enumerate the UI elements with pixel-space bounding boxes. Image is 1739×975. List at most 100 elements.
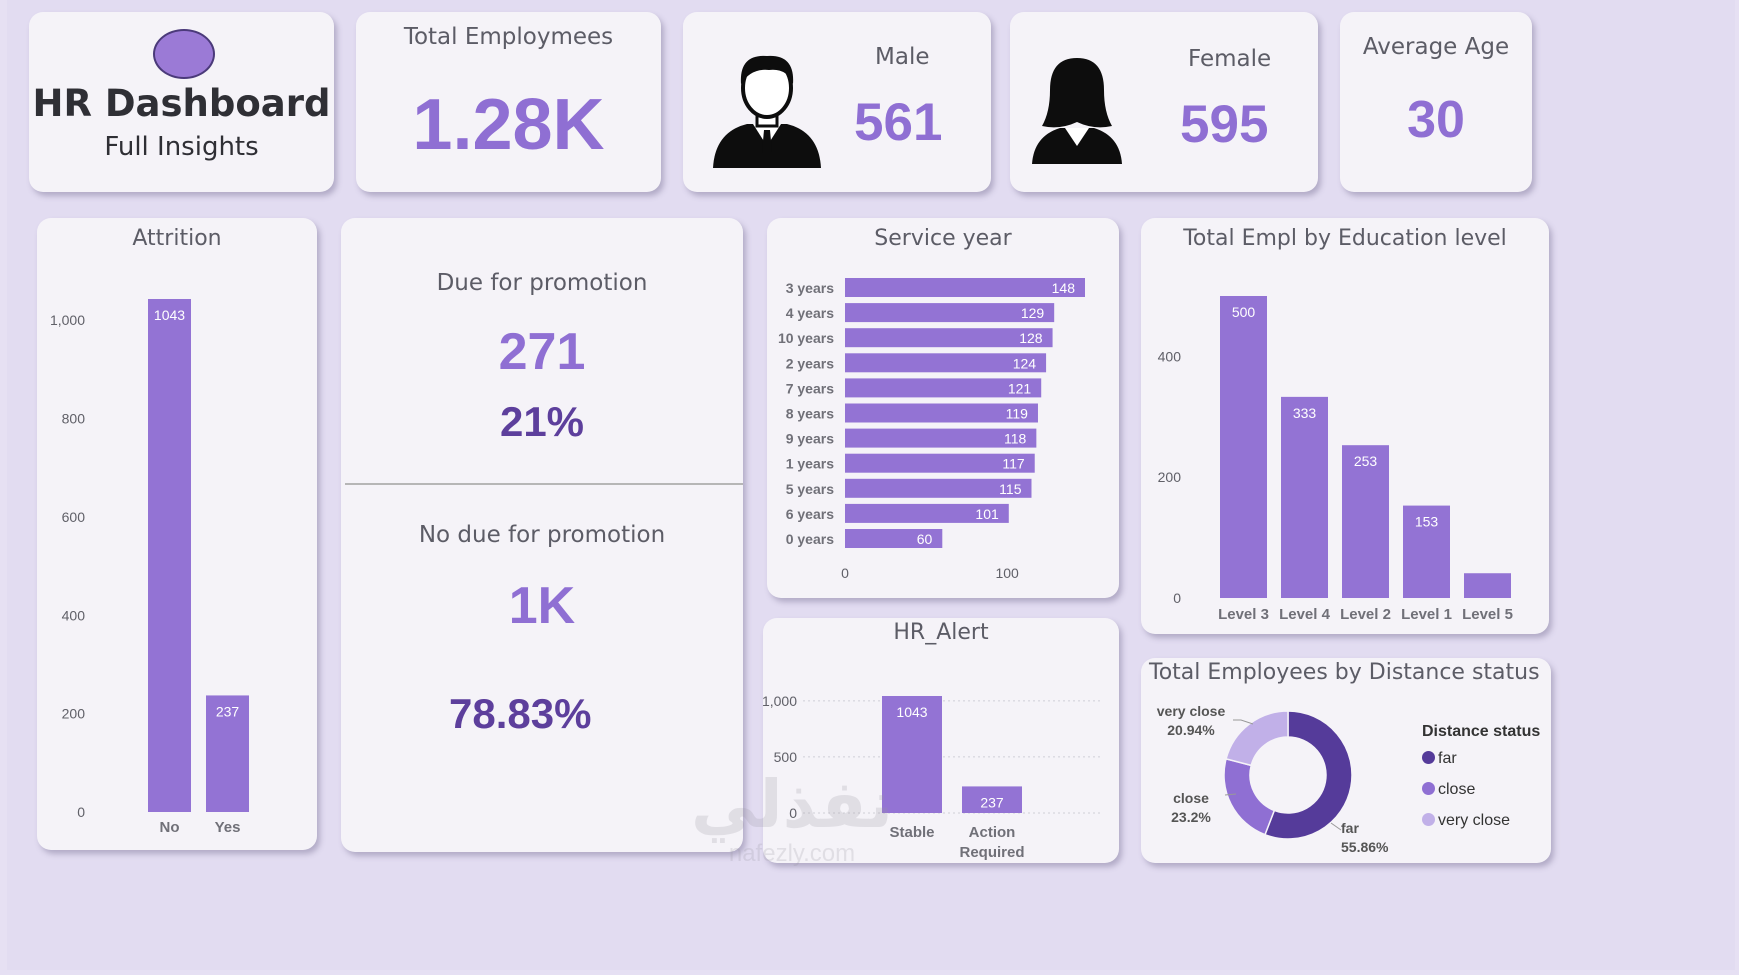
bar	[845, 353, 1047, 373]
bar	[882, 696, 942, 813]
bar	[1464, 573, 1511, 598]
bar	[962, 786, 1022, 813]
distance-card: Total Employees by Distance status far 55…	[1141, 658, 1551, 863]
bar	[845, 403, 1038, 423]
data-label: 500	[1232, 304, 1256, 320]
service-year-chart: 3 years 148 4 years 129 10 years 128 2 years 12…	[778, 278, 1085, 581]
data-label: 333	[1293, 405, 1317, 421]
x-tick-label: 0	[841, 565, 849, 581]
data-label: 115	[999, 481, 1022, 497]
female-value: 595	[1180, 95, 1269, 154]
bar	[1342, 445, 1389, 598]
y-tick-label: 10 years	[778, 330, 834, 346]
due-promotion-label: Due for promotion	[436, 270, 648, 296]
y-tick-label: 3 years	[786, 280, 834, 296]
education-chart: 0 200 400 500 Level 3 333 Level 4 253 Level 2 153…	[1158, 296, 1513, 623]
female-label: Female	[1188, 46, 1272, 72]
data-label: 119	[1006, 406, 1029, 422]
donut-slice-close	[1223, 757, 1276, 836]
y-tick-label: 400	[62, 607, 86, 623]
distance-chart: far 55.86% close 23.2% very close 20.94%	[1157, 703, 1389, 855]
y-tick-label: 0 years	[786, 531, 834, 547]
legend-label-far: far	[1438, 750, 1457, 767]
bar	[845, 503, 1009, 523]
distance-title: Total Employees by Distance status	[1149, 660, 1540, 685]
data-label: 60	[917, 531, 933, 547]
service-year-title: Service year	[874, 226, 1012, 251]
total-employees-label: Total Employmees	[403, 24, 614, 50]
y-tick-label: 600	[62, 509, 86, 525]
bar	[845, 378, 1042, 398]
data-label: 124	[1013, 355, 1037, 371]
data-label: 237	[216, 703, 240, 719]
data-label: 129	[1021, 305, 1045, 321]
data-label: 121	[1008, 380, 1032, 396]
attrition-chart: 0 200 400 600 800 1,000 1043 No 237 Yes	[50, 299, 249, 836]
average-age-card: Average Age 30	[1340, 12, 1532, 192]
bar	[845, 428, 1037, 448]
y-tick-label: 9 years	[786, 431, 834, 447]
leader-line	[1233, 719, 1254, 725]
leader-line	[1224, 793, 1237, 796]
y-tick-label: 0	[789, 805, 797, 821]
x-tick-label: Required	[959, 844, 1024, 861]
legend-title: Distance status	[1422, 723, 1541, 740]
no-due-promotion-count: 1K	[508, 577, 576, 635]
y-tick-label: 500	[774, 749, 798, 765]
female-avatar-icon	[1032, 58, 1122, 164]
data-label: 128	[1019, 330, 1043, 346]
male-avatar-icon	[713, 55, 821, 168]
data-label: 118	[1004, 431, 1027, 447]
slice-percent-label: 20.94%	[1167, 722, 1215, 738]
x-tick-label: No	[160, 819, 180, 836]
data-label: 253	[1354, 453, 1378, 469]
bar	[845, 328, 1053, 348]
y-tick-label: 2 years	[786, 355, 834, 371]
data-label: 101	[975, 506, 999, 522]
y-tick-label: 4 years	[786, 305, 834, 321]
data-label: 153	[1415, 514, 1439, 530]
bar	[206, 695, 249, 812]
legend-label-very-close: very close	[1438, 812, 1511, 829]
male-value: 561	[854, 93, 943, 152]
no-due-promotion-percent: 78.83%	[449, 690, 592, 737]
bar	[845, 478, 1032, 498]
service-year-card: Service year 3 years 148 4 years 129 10 year…	[767, 218, 1119, 598]
x-tick-label: Yes	[215, 819, 241, 836]
promotion-divider	[345, 483, 743, 485]
donut-slice-far	[1263, 710, 1353, 840]
dashboard-canvas: HR Dashboard Full Insights Total Employm…	[7, 0, 1735, 970]
average-age-label: Average Age	[1362, 34, 1510, 60]
hr-alert-title: HR_Alert	[893, 620, 989, 645]
female-card: Female 595	[1010, 12, 1318, 192]
bar	[1403, 505, 1450, 598]
donut-slice-very-close	[1225, 710, 1289, 767]
legend-swatch-very-close	[1422, 813, 1435, 826]
data-label: 1043	[896, 704, 927, 720]
bar	[845, 453, 1035, 473]
bar	[845, 278, 1085, 297]
y-tick-label: 800	[62, 411, 86, 427]
slice-name-label: far	[1341, 820, 1359, 836]
x-tick-label: Level 4	[1279, 606, 1331, 623]
data-label: 1043	[154, 307, 185, 323]
x-tick-label: Stable	[889, 824, 934, 841]
slice-percent-label: 55.86%	[1341, 839, 1389, 855]
male-card: Male 561	[683, 12, 991, 192]
distance-legend: Distance status far close very close	[1422, 721, 1540, 836]
education-title: Total Empl by Education level	[1183, 226, 1507, 251]
page-subtitle: Full Insights	[104, 132, 259, 162]
slice-name-label: close	[1173, 790, 1209, 806]
total-employees-value: 1.28K	[412, 85, 605, 165]
legend-label-close: close	[1438, 781, 1476, 798]
x-tick-label: Level 2	[1340, 606, 1391, 623]
y-tick-label: 7 years	[786, 380, 834, 396]
legend-item-close: close	[1422, 774, 1540, 805]
data-label: 237	[980, 794, 1004, 810]
slice-percent-label: 23.2%	[1171, 809, 1211, 825]
y-tick-label: 1,000	[50, 312, 85, 328]
average-age-value: 30	[1407, 91, 1465, 149]
leader-line	[1330, 822, 1342, 831]
due-promotion-percent: 21%	[499, 398, 585, 445]
y-tick-label: 0	[77, 804, 85, 820]
